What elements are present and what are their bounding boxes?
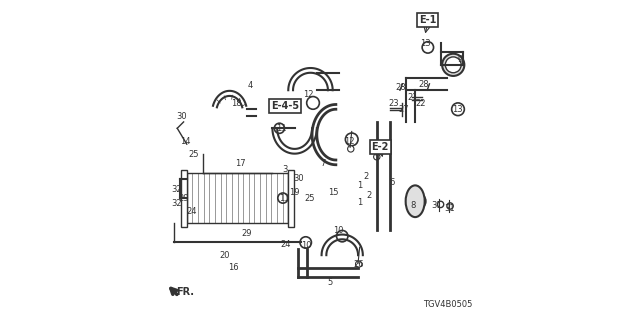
Text: 5: 5: [327, 278, 332, 287]
Circle shape: [374, 154, 380, 160]
Text: 20: 20: [219, 251, 230, 260]
Text: 1: 1: [357, 198, 362, 207]
Text: E-2: E-2: [372, 142, 389, 152]
Text: 7: 7: [320, 159, 325, 168]
Circle shape: [348, 146, 354, 152]
Circle shape: [442, 54, 465, 76]
Text: 11: 11: [279, 194, 290, 203]
Text: 32: 32: [172, 185, 182, 194]
Text: 30: 30: [293, 173, 304, 183]
Text: 13: 13: [420, 39, 431, 48]
Circle shape: [278, 193, 288, 203]
Text: 10: 10: [301, 241, 312, 250]
Text: 12: 12: [344, 137, 355, 146]
Text: 30: 30: [177, 112, 188, 121]
Circle shape: [307, 97, 319, 109]
Text: 29: 29: [241, 229, 252, 238]
Bar: [181, 170, 187, 227]
Text: 24: 24: [281, 240, 291, 249]
Text: 31: 31: [444, 204, 455, 213]
Text: 24: 24: [186, 207, 196, 216]
Text: 22: 22: [415, 99, 426, 108]
Circle shape: [447, 203, 453, 209]
Text: 27: 27: [398, 105, 409, 114]
Text: 12: 12: [303, 91, 314, 100]
Text: 10: 10: [333, 226, 343, 235]
Text: 11: 11: [276, 124, 287, 133]
Circle shape: [275, 123, 284, 133]
Text: 17: 17: [235, 159, 245, 168]
Circle shape: [437, 201, 444, 208]
Text: 26: 26: [371, 140, 382, 149]
Text: 25: 25: [305, 194, 315, 203]
Text: 32: 32: [172, 199, 182, 208]
Text: 26: 26: [354, 260, 364, 268]
Text: 8: 8: [410, 201, 415, 210]
Text: 14: 14: [180, 137, 191, 146]
Ellipse shape: [406, 185, 425, 217]
Text: 29: 29: [179, 194, 189, 203]
Text: FR.: FR.: [175, 287, 194, 297]
Text: 1: 1: [357, 181, 362, 190]
Circle shape: [337, 230, 348, 242]
Text: 19: 19: [289, 188, 300, 197]
Text: 23: 23: [388, 99, 399, 108]
Text: 9: 9: [458, 55, 463, 64]
Text: 2: 2: [367, 191, 372, 200]
Circle shape: [422, 42, 433, 53]
Circle shape: [452, 103, 465, 116]
Text: 28: 28: [395, 83, 406, 92]
Text: 16: 16: [228, 263, 239, 272]
Text: 2: 2: [364, 172, 369, 181]
Circle shape: [445, 57, 461, 73]
Circle shape: [300, 237, 312, 248]
Text: 31: 31: [431, 201, 442, 210]
Bar: [288, 170, 294, 227]
Text: TGV4B0505: TGV4B0505: [423, 300, 472, 309]
Text: 21: 21: [408, 93, 418, 102]
Circle shape: [410, 193, 426, 209]
Text: 3: 3: [282, 165, 288, 174]
Text: 18: 18: [232, 99, 242, 108]
Text: 25: 25: [189, 150, 199, 159]
Circle shape: [346, 133, 358, 146]
Bar: [187, 173, 288, 223]
Text: 4: 4: [248, 81, 253, 90]
Text: 13: 13: [452, 105, 462, 114]
Text: 6: 6: [389, 178, 394, 187]
Circle shape: [413, 196, 422, 206]
Text: 28: 28: [419, 80, 429, 89]
Circle shape: [356, 261, 362, 267]
Text: 15: 15: [328, 188, 339, 197]
Text: E-1: E-1: [419, 15, 436, 25]
Text: E-4-5: E-4-5: [271, 101, 299, 111]
